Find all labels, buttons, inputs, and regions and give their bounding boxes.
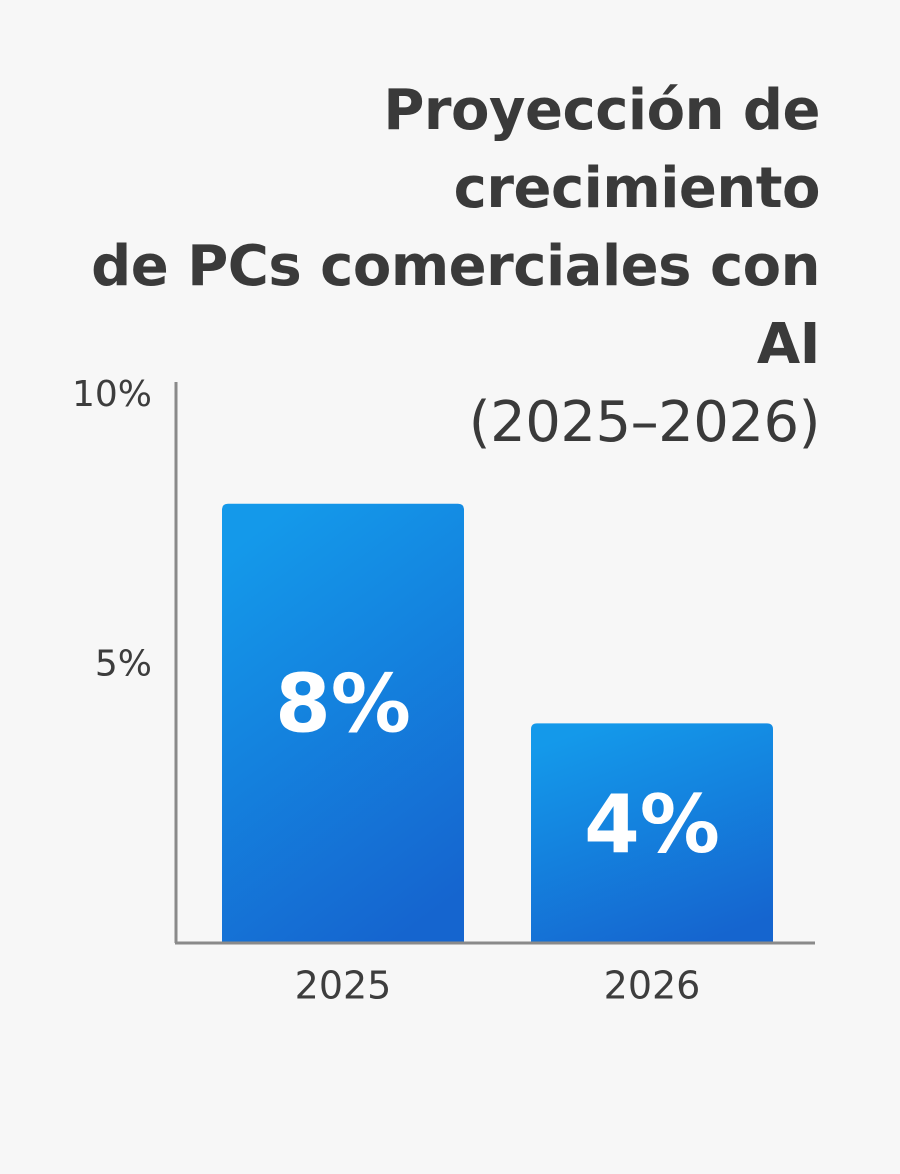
data-label-2025: 8% bbox=[275, 657, 411, 750]
chart-title-line-3: (2025–2026) bbox=[468, 390, 821, 455]
chart-title-line-2: de PCs comerciales con AI bbox=[91, 234, 820, 377]
x-tick-label-2026: 2026 bbox=[604, 964, 701, 1008]
y-tick-label-5: 5% bbox=[95, 644, 152, 685]
bar-2026 bbox=[531, 723, 773, 943]
chart-title: Proyección de crecimiento de PCs comerci… bbox=[40, 72, 820, 462]
x-tick-label-2025: 2025 bbox=[295, 964, 392, 1008]
chart-title-line-1: Proyección de crecimiento bbox=[383, 78, 820, 221]
data-label-2026: 4% bbox=[584, 778, 720, 871]
bar-2025 bbox=[222, 503, 464, 943]
y-tick-label-10: 10% bbox=[72, 374, 152, 415]
